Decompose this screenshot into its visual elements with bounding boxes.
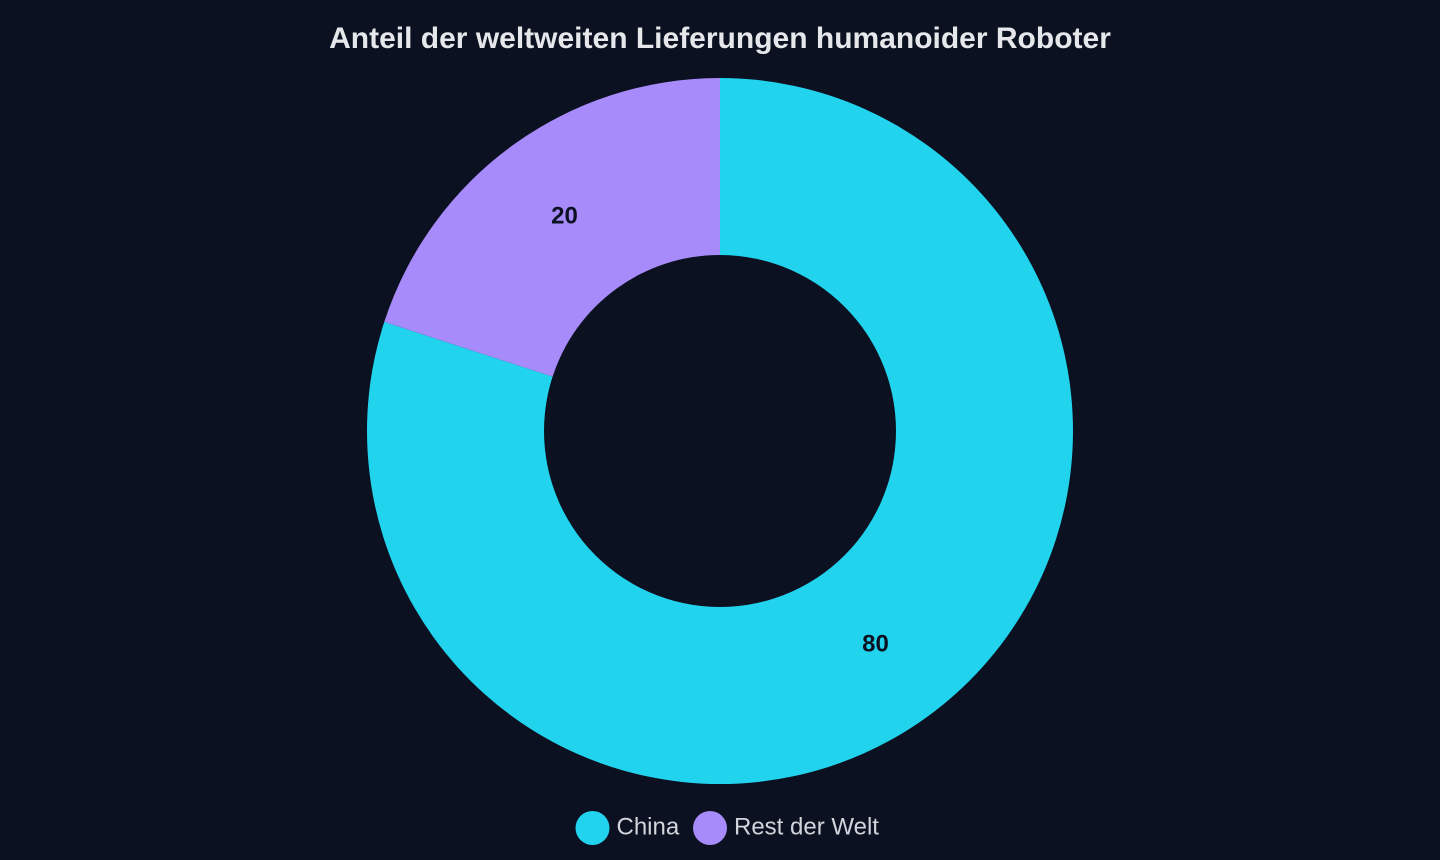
data-label: 80 [862,630,889,657]
legend-label: China [617,813,680,840]
legend-swatch [575,811,610,845]
legend-label: Rest der Welt [734,813,879,840]
donut-slice [384,78,720,377]
donut-slice [366,78,1073,784]
legend-swatch [693,811,727,845]
chart-title: Anteil der weltweiten Lieferungen humano… [329,22,1111,55]
data-label: 20 [551,202,578,229]
